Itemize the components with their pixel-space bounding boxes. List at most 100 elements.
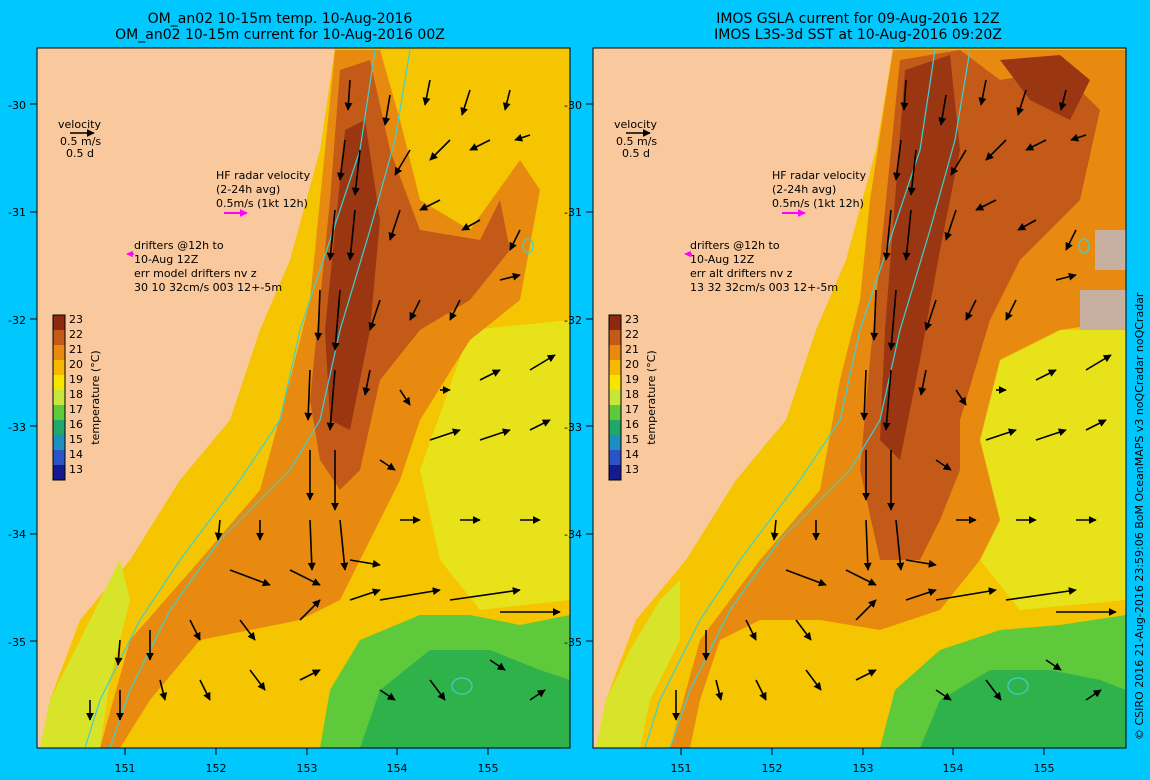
lon-label: 152 [206, 762, 227, 775]
velocity-scale-label: 0.5 m/s [60, 135, 101, 148]
colorbar-swatch [609, 450, 621, 465]
colorbar-tick-label: 20 [69, 358, 83, 371]
colorbar-tick-label: 14 [625, 448, 639, 461]
colorbar-swatch [609, 420, 621, 435]
lon-label: 151 [671, 762, 692, 775]
colorbar-tick-label: 17 [69, 403, 83, 416]
colorbar-title: temperature (°C) [89, 350, 102, 444]
lon-label: 154 [387, 762, 408, 775]
lat-label: -33 [564, 421, 582, 434]
colorbar-tick-label: 16 [69, 418, 83, 431]
left-sst-field [40, 48, 570, 748]
lat-label: -35 [564, 636, 582, 649]
colorbar-swatch [53, 405, 65, 420]
lat-label: -33 [8, 421, 26, 434]
colorbar-swatch [609, 345, 621, 360]
left-panel-title: OM_an02 10-15m temp. 10-Aug-2016 OM_an02… [0, 11, 560, 43]
colorbar-tick-label: 13 [69, 463, 83, 476]
left-velocity-arrows [86, 79, 561, 721]
colorbar-tick-label: 19 [625, 373, 639, 386]
lat-label: -34 [564, 528, 582, 541]
lat-label: -30 [564, 99, 582, 112]
hf-radar-label: HF radar velocity [772, 169, 867, 182]
colorbar-swatch [609, 330, 621, 345]
lat-label: -32 [8, 314, 26, 327]
colorbar-tick-label: 18 [625, 388, 639, 401]
lon-label: 152 [762, 762, 783, 775]
velocity-scale-label: 0.5 m/s [616, 135, 657, 148]
colorbar-tick-label: 22 [625, 328, 639, 341]
lat-label: -34 [8, 528, 26, 541]
colorbar-tick-label: 21 [625, 343, 639, 356]
drifters-time-label: 10-Aug 12Z [690, 253, 755, 266]
drifters-stats-label: 13 32 32cm/s 003 12+-5m [690, 281, 838, 294]
hf-radar-avg-label: (2-24h avg) [216, 183, 280, 196]
hf-radar-scale-label: 0.5m/s (1kt 12h) [216, 197, 308, 210]
colorbar-swatch [609, 360, 621, 375]
lon-label: 155 [1034, 762, 1055, 775]
velocity-legend-label: velocity [58, 118, 101, 131]
colorbar-swatch [53, 315, 65, 330]
left-title-line2: OM_an02 10-15m current for 10-Aug-2016 0… [115, 27, 445, 43]
drifters-label: drifters @12h to [690, 239, 780, 252]
colorbar-swatch [53, 450, 65, 465]
right-colorbar: 23 22 21 20 19 18 17 16 15 14 13 temperature (°C) [608, 313, 658, 481]
drifters-label: drifters @12h to [134, 239, 224, 252]
colorbar-swatch [609, 390, 621, 405]
colorbar-swatch [53, 375, 65, 390]
axis-ticks [30, 103, 1045, 755]
hf-radar-label: HF radar velocity [216, 169, 311, 182]
colorbar-tick-label: 17 [625, 403, 639, 416]
colorbar-swatch [53, 360, 65, 375]
colorbar-tick-label: 23 [69, 313, 83, 326]
lat-label: -32 [564, 314, 582, 327]
colorbar-swatch [609, 315, 621, 330]
right-velocity-arrows [672, 79, 1117, 721]
colorbar-swatch [53, 435, 65, 450]
left-map-border [36, 47, 571, 749]
right-sst-field [596, 48, 1126, 748]
colorbar-tick-label: 22 [69, 328, 83, 341]
lon-label: 154 [943, 762, 964, 775]
colorbar-tick-label: 18 [69, 388, 83, 401]
colorbar-title: temperature (°C) [645, 350, 658, 444]
colorbar-swatch [609, 465, 621, 480]
colorbar-tick-label: 16 [625, 418, 639, 431]
lat-label: -35 [8, 636, 26, 649]
copyright-notice: © CSIRO 2016 21-Aug-2016 23:59:06 BoM Oc… [1133, 292, 1146, 740]
colorbar-swatch [609, 405, 621, 420]
lat-label: -31 [564, 206, 582, 219]
velocity-days-label: 0.5 d [66, 147, 94, 160]
lon-label: 151 [115, 762, 136, 775]
colorbar-swatch [53, 330, 65, 345]
colorbar-swatch [609, 375, 621, 390]
left-colorbar: 23 22 21 20 19 18 17 16 15 14 13 temperature (°C) [52, 313, 102, 481]
colorbar-swatch [609, 435, 621, 450]
colorbar-swatch [53, 345, 65, 360]
velocity-days-label: 0.5 d [622, 147, 650, 160]
lon-label: 155 [478, 762, 499, 775]
colorbar-border [52, 314, 66, 481]
colorbar-swatch [53, 420, 65, 435]
colorbar-tick-label: 15 [625, 433, 639, 446]
colorbar-tick-label: 21 [69, 343, 83, 356]
right-map-panel [592, 47, 1127, 749]
colorbar-tick-label: 23 [625, 313, 639, 326]
lon-label: 153 [297, 762, 318, 775]
drifters-err-label: err alt drifters nv z [690, 267, 793, 280]
lat-label: -30 [8, 99, 26, 112]
colorbar-swatch [53, 390, 65, 405]
colorbar-border [608, 314, 622, 481]
drifters-time-label: 10-Aug 12Z [134, 253, 199, 266]
right-map-border [592, 47, 1127, 749]
drifters-err-label: err model drifters nv z [134, 267, 257, 280]
right-title-line2: IMOS L3S-3d SST at 10-Aug-2016 09:20Z [714, 27, 1002, 43]
velocity-legend-label: velocity [614, 118, 657, 131]
lon-label: 153 [853, 762, 874, 775]
colorbar-tick-label: 14 [69, 448, 83, 461]
hf-radar-scale-label: 0.5m/s (1kt 12h) [772, 197, 864, 210]
hf-radar-avg-label: (2-24h avg) [772, 183, 836, 196]
right-title-line1: IMOS GSLA current for 09-Aug-2016 12Z [716, 11, 1000, 27]
left-title-line1: OM_an02 10-15m temp. 10-Aug-2016 [147, 11, 413, 27]
